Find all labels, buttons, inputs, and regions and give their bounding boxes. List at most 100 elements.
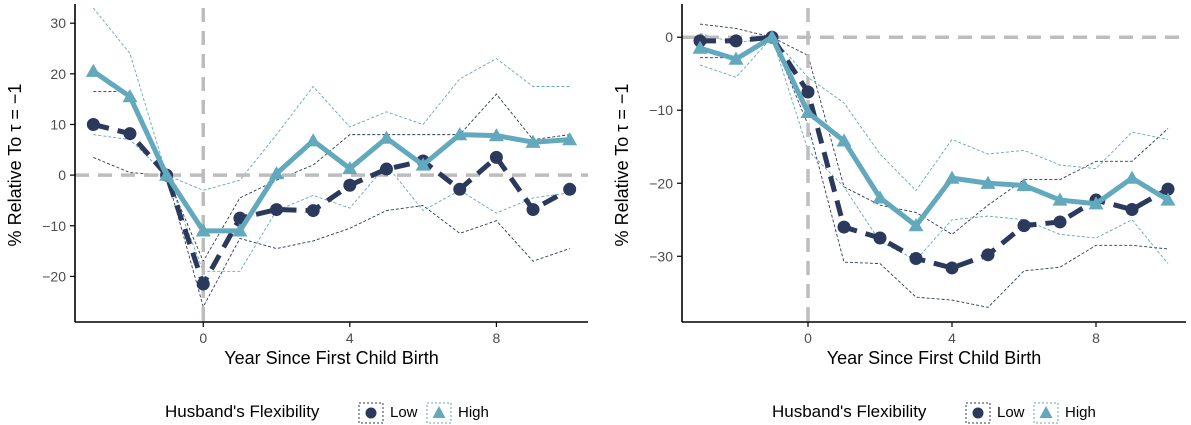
right-high-ci-upper-line — [699, 33, 1169, 192]
left-y-axis-title: % Relative To τ = −1 — [5, 84, 25, 247]
right-x-axis-title: Year Since First Child Birth — [827, 348, 1041, 368]
right-low-point — [729, 34, 743, 48]
left-low-point — [86, 117, 100, 131]
left-low-point — [270, 203, 284, 217]
left-panel: −20 −10 0 10 20 30 0 4 8 Year Since First Child … — [5, 4, 588, 368]
left-low-series-line — [92, 122, 571, 287]
left-legend-label-high: High — [458, 404, 489, 421]
left-high-point — [378, 130, 394, 144]
right-low-point — [1017, 219, 1031, 233]
left-low-point — [379, 162, 393, 176]
right-high-point — [872, 190, 888, 204]
left-series — [85, 63, 578, 291]
right-reference-lines — [682, 8, 1186, 322]
right-high-point — [800, 104, 816, 119]
left-high-point — [415, 157, 431, 171]
left-low-point — [563, 182, 577, 196]
right-high-point — [1016, 177, 1032, 192]
right-high-point — [728, 51, 744, 65]
right-low-point — [837, 220, 851, 234]
left-x-tick-label: 0 — [199, 330, 207, 346]
left-y-tick-label: 0 — [58, 167, 66, 183]
right-legend-key-low — [965, 402, 991, 424]
left-high-point — [232, 223, 248, 237]
left-low-point — [489, 150, 503, 164]
left-low-point — [453, 182, 467, 196]
left-high-point — [452, 127, 468, 141]
right-high-point — [1088, 196, 1104, 210]
right-series — [692, 29, 1176, 275]
right-high-point — [1052, 192, 1068, 206]
right-legend-key-high — [1033, 402, 1059, 424]
left-y-tick-label: 30 — [50, 15, 66, 31]
right-x-tick-label: 8 — [1092, 330, 1100, 346]
left-high-point — [159, 167, 175, 181]
left-low-ci-lower-line — [93, 156, 570, 309]
right-low-point — [1161, 182, 1175, 196]
right-low-point — [1125, 203, 1139, 217]
right-low-point — [909, 251, 923, 265]
left-legend-label-low: Low — [390, 404, 418, 421]
right-high-point — [764, 29, 780, 43]
left-low-point — [526, 203, 540, 217]
left-low-point — [306, 204, 320, 218]
right-high-point — [836, 133, 852, 147]
right-low-point — [801, 85, 815, 99]
right-high-point — [1124, 170, 1140, 184]
left-low-point — [196, 277, 210, 291]
right-legend-title: Husband's Flexibility — [772, 402, 927, 421]
left-low-point — [123, 127, 137, 141]
right-axes: −30 −20 −10 0 0 4 8 — [649, 4, 1186, 346]
right-high-point — [1160, 192, 1176, 206]
left-y-tick-label: −20 — [42, 268, 66, 284]
left-x-tick-label: 8 — [492, 330, 500, 346]
left-y-tick-label: 10 — [50, 116, 66, 132]
left-high-point — [122, 89, 138, 103]
right-high-series-line — [699, 34, 1170, 229]
right-panel: −30 −20 −10 0 0 4 8 Year Since First Child Bir… — [612, 4, 1186, 368]
left-legend: Husband's Flexibility Low High — [165, 402, 489, 424]
right-y-tick-label: 0 — [665, 29, 673, 45]
right-high-point — [980, 175, 996, 189]
right-y-axis-title: % Relative To τ = −1 — [612, 84, 632, 247]
left-high-point — [488, 128, 504, 142]
right-low-point — [945, 261, 959, 275]
left-high-series-line — [91, 69, 570, 234]
left-low-point — [343, 178, 357, 192]
left-x-axis-title: Year Since First Child Birth — [224, 348, 438, 368]
right-low-series-line — [700, 34, 1170, 271]
right-high-ci-lower-line — [699, 36, 1169, 264]
right-legend-label-high: High — [1065, 404, 1096, 421]
right-x-tick-label: 0 — [804, 330, 812, 346]
left-high-point — [562, 132, 578, 146]
right-low-ci-lower-line — [700, 36, 1169, 308]
right-y-tick-label: −10 — [649, 102, 673, 118]
right-legend: Husband's Flexibility Low High — [772, 402, 1096, 424]
left-high-point — [269, 166, 285, 180]
left-high-point — [85, 63, 101, 77]
right-y-tick-label: −30 — [649, 248, 673, 264]
left-high-point — [195, 223, 211, 237]
right-legend-label-low: Low — [997, 404, 1025, 421]
left-high-point — [525, 134, 541, 148]
left-legend-title: Husband's Flexibility — [165, 402, 320, 421]
left-axes: −20 −10 0 10 20 30 0 4 8 — [42, 4, 588, 346]
left-x-tick-label: 4 — [346, 330, 354, 346]
right-low-point — [873, 231, 887, 245]
left-y-tick-label: −10 — [42, 218, 66, 234]
right-high-point — [908, 218, 924, 232]
left-reference-lines — [75, 8, 588, 322]
right-high-point — [944, 170, 960, 184]
right-high-point — [692, 40, 708, 54]
right-x-tick-label: 4 — [948, 330, 956, 346]
right-low-point — [981, 248, 995, 262]
left-legend-key-low — [358, 402, 384, 424]
left-y-tick-label: 20 — [50, 66, 66, 82]
left-high-ci-upper-line — [92, 7, 570, 191]
right-y-tick-label: −20 — [649, 175, 673, 191]
right-low-point — [1053, 215, 1067, 229]
left-high-point — [305, 133, 321, 147]
left-legend-key-high — [426, 402, 452, 424]
left-high-point — [342, 161, 358, 175]
